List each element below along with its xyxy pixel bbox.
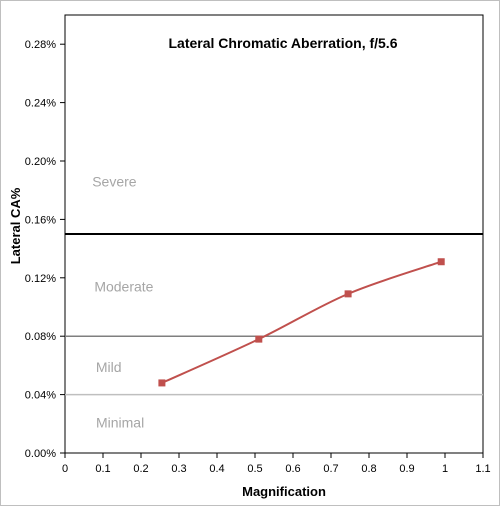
x-tick-label: 0.6 xyxy=(285,463,300,475)
x-tick-label: 1.1 xyxy=(475,463,490,475)
data-point xyxy=(158,379,166,387)
data-series xyxy=(158,258,445,387)
y-axis-ticks: 0.00% 0.04% 0.08% 0.12% 0.16% 0.20% 0.24% 0.28% xyxy=(25,39,65,460)
zone-labels: Severe Moderate Mild Minimal xyxy=(92,173,153,430)
x-tick-label: 0.4 xyxy=(209,463,224,475)
y-tick-label: 0.04% xyxy=(25,390,56,402)
x-tick-label: 0 xyxy=(62,463,68,475)
y-tick-label: 0.24% xyxy=(25,98,56,110)
x-axis-ticks: 0 0.1 0.2 0.3 0.4 0.5 0.6 0.7 0.8 0.9 1 1.1 xyxy=(62,453,491,475)
zone-label-minimal: Minimal xyxy=(96,414,144,430)
y-tick-label: 0.12% xyxy=(25,273,56,285)
zone-label-severe: Severe xyxy=(92,173,137,189)
chart-title: Lateral Chromatic Aberration, f/5.6 xyxy=(169,35,398,51)
series-line-0 xyxy=(161,260,442,384)
data-point xyxy=(437,258,445,266)
x-tick-label: 0.7 xyxy=(323,463,338,475)
zone-label-mild: Mild xyxy=(96,359,122,375)
x-axis-title: Magnification xyxy=(242,484,326,499)
x-tick-label: 0.2 xyxy=(133,463,148,475)
x-tick-label: 1 xyxy=(442,463,448,475)
x-tick-label: 0.3 xyxy=(171,463,186,475)
y-axis-title: Lateral CA% xyxy=(8,187,23,264)
x-tick-label: 0.8 xyxy=(361,463,376,475)
y-tick-label: 0.00% xyxy=(25,448,56,460)
threshold-lines xyxy=(65,233,483,396)
y-tick-label: 0.28% xyxy=(25,39,56,51)
x-tick-label: 0.9 xyxy=(399,463,414,475)
zone-label-moderate: Moderate xyxy=(94,279,153,295)
data-point xyxy=(344,290,352,298)
y-tick-label: 0.08% xyxy=(25,331,56,343)
y-tick-label: 0.16% xyxy=(25,214,56,226)
data-point xyxy=(255,335,263,343)
x-tick-label: 0.1 xyxy=(95,463,110,475)
y-tick-label: 0.20% xyxy=(25,156,56,168)
x-tick-label: 0.5 xyxy=(247,463,262,475)
